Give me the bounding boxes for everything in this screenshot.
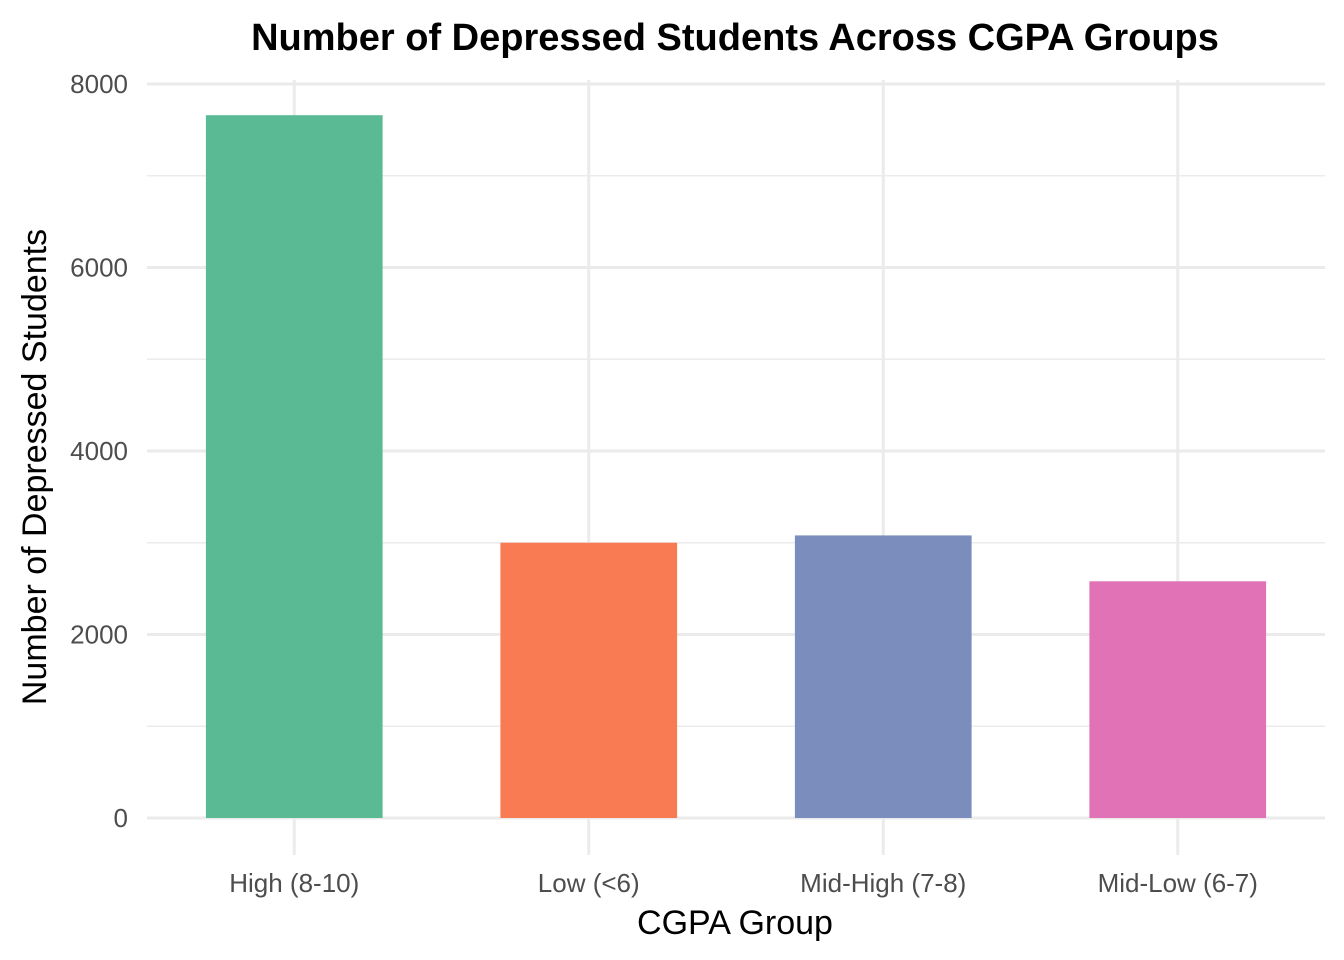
bar-3 (1089, 581, 1267, 818)
bar-2 (794, 535, 972, 818)
y-axis-tick-labels: 0 2000 4000 6000 8000 (70, 69, 128, 833)
x-axis-title: CGPA Group (637, 904, 833, 942)
y-tick-label: 6000 (70, 253, 128, 283)
bar-0 (205, 115, 383, 818)
x-tick-label: High (8-10) (229, 868, 359, 898)
x-axis-tick-labels: High (8-10) Low (<6) Mid-High (7-8) Mid-Low… (229, 868, 1258, 898)
y-tick-label: 2000 (70, 620, 128, 650)
y-axis-title: Number of Depressed Students (16, 229, 54, 705)
y-tick-label: 4000 (70, 436, 128, 466)
bars (205, 115, 1267, 818)
x-tick-label: Low (<6) (538, 868, 640, 898)
chart-title: Number of Depressed Students Across CGPA… (251, 17, 1219, 59)
x-tick-label: Mid-Low (6-7) (1098, 868, 1258, 898)
y-tick-label: 8000 (70, 69, 128, 99)
y-tick-label: 0 (114, 803, 128, 833)
bar-1 (500, 542, 678, 818)
x-tick-label: Mid-High (7-8) (800, 868, 966, 898)
